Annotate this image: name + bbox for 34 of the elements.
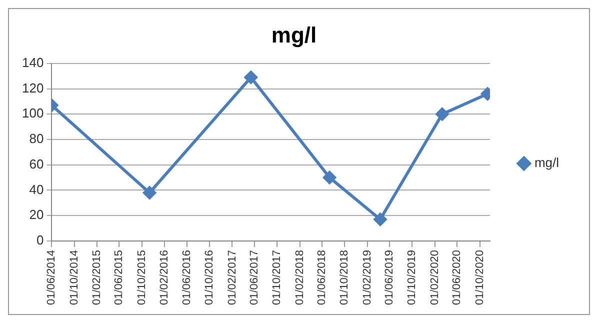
chart-title: mg/l [271,22,317,48]
x-tick-label: 01/10/2020 [474,250,486,306]
x-tick-label: 01/02/2019 [361,250,374,306]
point [244,70,258,84]
x-tick-label: 01/10/2014 [68,250,80,306]
x-tick-label: 01/02/2020 [428,250,441,306]
x-tick-label: 01/10/2015 [136,250,148,306]
y-tick-label: 60 [29,156,44,172]
y-tick-label: 0 [36,232,44,248]
x-tick-label: 01/06/2015 [113,250,126,306]
x-tick-label: 01/02/2018 [294,250,306,306]
x-tick-label: 01/10/2016 [204,250,216,306]
x-tick-label: 01/06/2014 [46,250,58,306]
point [436,108,449,121]
y-tick-label: 20 [29,207,44,222]
x-tick-label: 01/02/2016 [158,250,171,306]
x-tick-label: 01/06/2018 [316,250,328,306]
legend-label: mg/l [534,155,560,170]
x-tick-label: 01/10/2018 [338,250,351,306]
x-tick-label: 01/06/2017 [248,250,260,306]
y-tick-label: 40 [29,182,44,197]
x-tick-label: 01/02/2015 [91,250,104,306]
y-tick-label: 140 [22,54,44,70]
x-tick-label: 01/10/2017 [271,250,284,306]
y-tick-label: 100 [22,106,44,121]
x-tick-label: 01/06/2019 [384,250,396,306]
point [374,212,387,226]
x-tick-label: 01/06/2020 [451,250,464,306]
x-tick-label: 01/10/2019 [406,250,418,306]
x-tick-label: 01/06/2016 [180,250,193,306]
x-tick-label: 01/02/2017 [226,250,238,306]
y-tick-label: 80 [29,131,44,146]
y-tick-label: 120 [22,80,44,96]
point [323,171,336,184]
